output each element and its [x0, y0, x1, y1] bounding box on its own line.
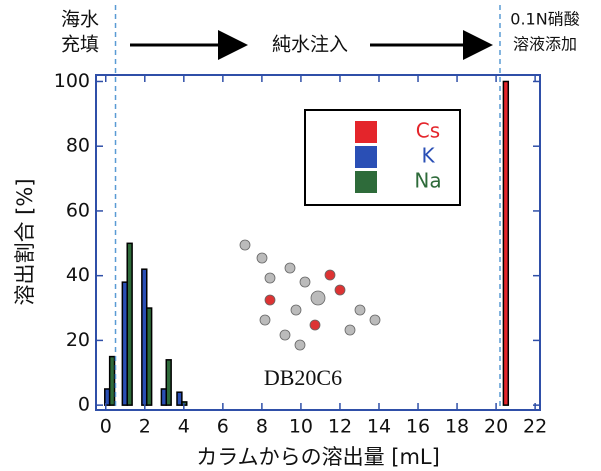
phase-label: 海水 — [61, 9, 99, 31]
inset-label: DB20C6 — [264, 365, 342, 390]
x-tick-label: 8 — [256, 416, 268, 438]
x-tick-label: 14 — [367, 416, 391, 438]
phase-label: 0.1N硝酸 — [510, 10, 579, 29]
bar — [503, 81, 508, 405]
chart: 溶出割合 [%] カラムからの溶出量 [mL] DB20C6 海水充填 純水注入 0… — [0, 0, 601, 471]
x-tick-label: 4 — [178, 416, 190, 438]
y-tick-label: 60 — [66, 199, 90, 221]
legend-swatch — [355, 121, 377, 143]
y-tick-label: 0 — [78, 394, 90, 416]
x-tick-label: 12 — [328, 416, 352, 438]
y-tick-label: 20 — [66, 329, 90, 351]
x-tick-label: 16 — [406, 416, 430, 438]
x-tick-label: 2 — [139, 416, 151, 438]
x-tick-label: 22 — [523, 416, 547, 438]
legend-swatch — [355, 171, 377, 193]
x-tick-label: 18 — [445, 416, 469, 438]
x-tick-label: 20 — [484, 416, 508, 438]
bar — [127, 243, 132, 405]
plot-frame — [96, 75, 540, 410]
y-axis-label: 溶出割合 [%] — [13, 178, 37, 305]
y-tick-label: 80 — [66, 135, 90, 157]
x-axis-label: カラムからの溶出量 [mL] — [196, 445, 440, 469]
legend-label: Cs — [416, 119, 440, 143]
phase-label: 充填 — [61, 34, 99, 56]
phase-label: 溶液添加 — [513, 35, 577, 54]
y-tick-label: 100 — [54, 70, 90, 92]
phase-label: 純水注入 — [272, 34, 348, 56]
x-tick-label: 6 — [217, 416, 229, 438]
molecule — [240, 240, 380, 350]
bar — [110, 357, 115, 406]
legend-swatch — [355, 146, 377, 168]
bar — [166, 360, 171, 405]
legend-label: K — [421, 144, 435, 168]
bar — [147, 308, 152, 405]
legend-label: Na — [414, 169, 441, 193]
y-tick-label: 40 — [66, 264, 90, 286]
x-tick-label: 10 — [289, 416, 313, 438]
x-tick-label: 0 — [100, 416, 112, 438]
